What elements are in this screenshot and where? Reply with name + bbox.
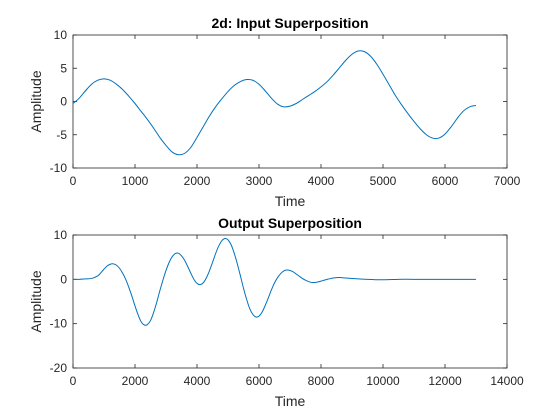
y-tick-label: -5 xyxy=(56,128,67,142)
y-axis-label: Amplitude xyxy=(28,70,44,132)
x-tick-label: 8000 xyxy=(308,374,335,388)
x-tick-label: 0 xyxy=(70,174,77,188)
x-tick-label: 12000 xyxy=(428,374,462,388)
x-tick-label: 7000 xyxy=(494,174,521,188)
axis-ticks: 0 1000 2000 3000 4000 5000 6000 7000 -10 -5 0 5 10 xyxy=(50,28,521,188)
x-tick-label: 10000 xyxy=(366,374,400,388)
x-axis-label: Time xyxy=(275,393,306,409)
y-tick-label: 0 xyxy=(60,272,67,286)
x-tick-label: 6000 xyxy=(432,174,459,188)
y-tick-label: -10 xyxy=(50,317,68,331)
x-tick-label: 1000 xyxy=(122,174,149,188)
chart-title: 2d: Input Superposition xyxy=(211,15,368,31)
output-superposition-plot: Output Superposition Time Amplitude 0 200… xyxy=(28,215,524,409)
x-tick-label: 3000 xyxy=(246,174,273,188)
y-tick-label: -10 xyxy=(50,161,68,175)
y-tick-label: 10 xyxy=(54,228,68,242)
x-tick-label: 14000 xyxy=(490,374,524,388)
y-tick-label: -20 xyxy=(50,361,68,375)
series-line xyxy=(72,50,477,156)
y-tick-label: 10 xyxy=(54,28,68,42)
axis-ticks: 0 2000 4000 6000 8000 10000 12000 14000 -20 -10 0 1… xyxy=(50,228,524,388)
x-tick-label: 4000 xyxy=(184,374,211,388)
y-tick-label: 0 xyxy=(60,95,67,109)
y-tick-label: 5 xyxy=(60,61,67,75)
chart-title: Output Superposition xyxy=(218,215,362,231)
x-tick-label: 4000 xyxy=(308,174,335,188)
series-line xyxy=(72,238,476,326)
x-tick-label: 0 xyxy=(70,374,77,388)
x-tick-label: 6000 xyxy=(246,374,273,388)
plot-area xyxy=(72,34,508,169)
input-superposition-plot: 2d: Input Superposition Time Amplitude 0… xyxy=(28,15,521,209)
x-tick-label: 2000 xyxy=(122,374,149,388)
x-axis-label: Time xyxy=(275,193,306,209)
y-axis-label: Amplitude xyxy=(28,270,44,332)
x-tick-label: 2000 xyxy=(184,174,211,188)
x-tick-label: 5000 xyxy=(370,174,397,188)
plot-area xyxy=(72,234,508,369)
